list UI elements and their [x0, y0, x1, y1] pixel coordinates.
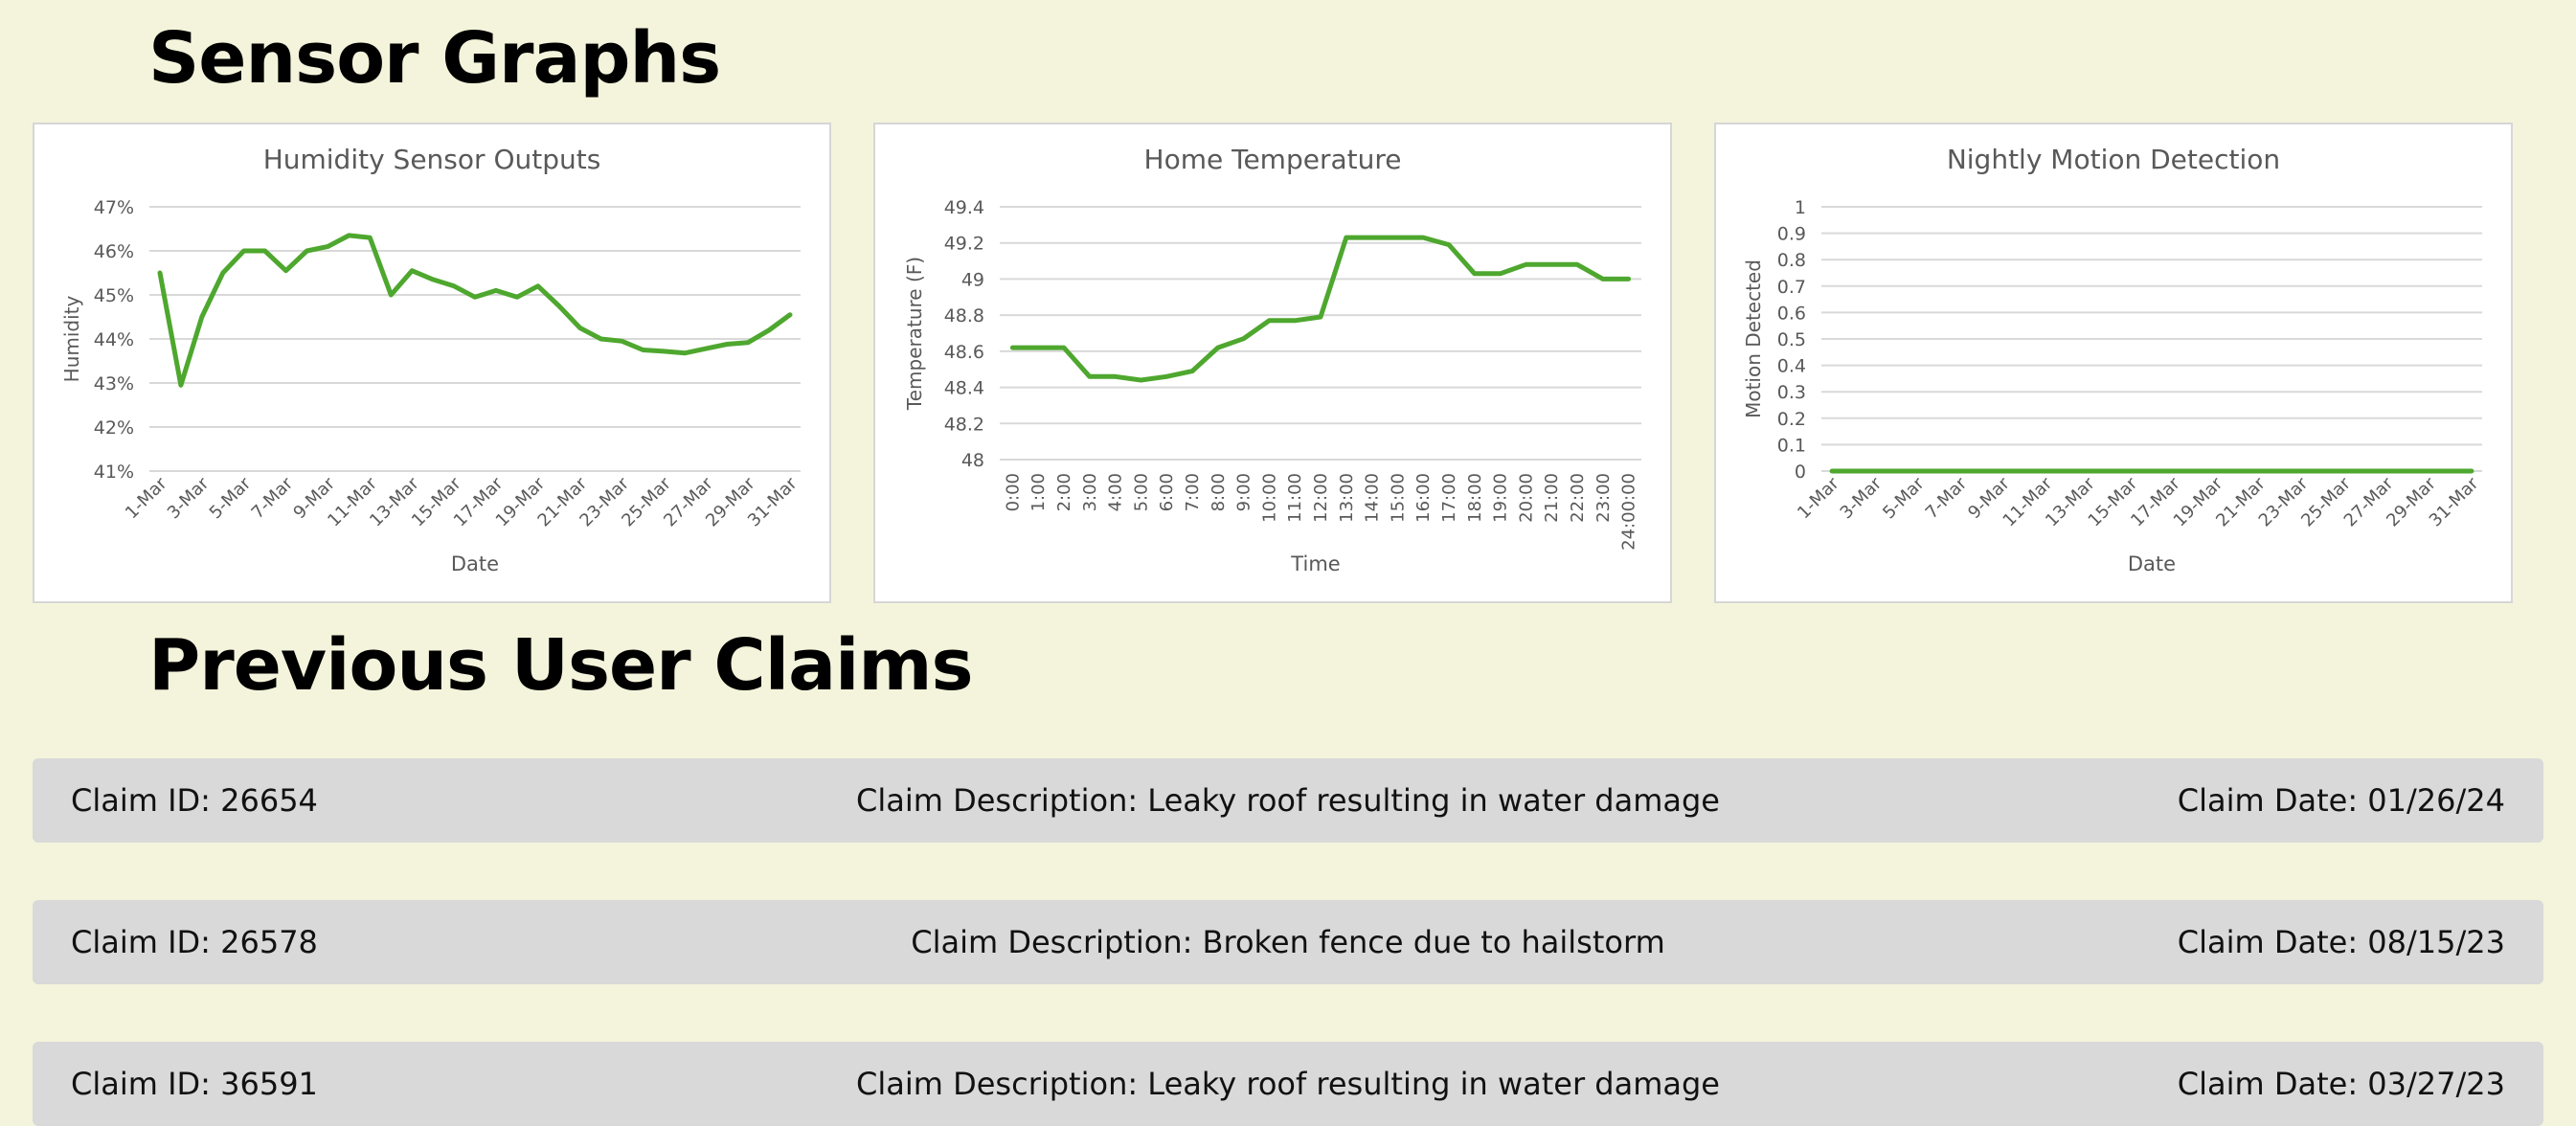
claim-date: Claim Date: 08/15/23: [2177, 924, 2505, 960]
y-axis-label: Temperature (F): [903, 257, 926, 411]
y-tick-label: 48.2: [944, 414, 984, 435]
claim-description: Claim Description: Broken fence due to h…: [911, 924, 1665, 960]
y-tick-label: 42%: [94, 417, 134, 439]
claim-description: Claim Description: Leaky roof resulting …: [856, 782, 1720, 819]
y-tick-label: 1: [1795, 197, 1806, 218]
y-tick-label: 0.9: [1777, 224, 1806, 245]
x-tick-label: 24:00:00: [1619, 473, 1639, 551]
claim-row[interactable]: Claim ID: 26578 Claim Description: Broke…: [33, 900, 2543, 984]
x-tick-label: 5-Mar: [1879, 473, 1929, 523]
claim-row[interactable]: Claim ID: 36591 Claim Description: Leaky…: [33, 1042, 2543, 1126]
x-tick-label: 10:00: [1259, 473, 1279, 523]
x-tick-label: 23:00: [1593, 473, 1614, 523]
x-tick-label: 14:00: [1363, 473, 1383, 523]
previous-claims-title: Previous User Claims: [148, 624, 974, 707]
y-tick-label: 0.5: [1777, 329, 1806, 350]
y-tick-label: 49.2: [944, 234, 984, 255]
y-axis-label: Humidity: [60, 295, 83, 382]
x-tick-label: 5-Mar: [206, 473, 256, 523]
x-tick-label: 4:00: [1106, 473, 1126, 511]
y-axis-label: Motion Detected: [1742, 259, 1765, 418]
y-tick-label: 0.2: [1777, 409, 1806, 430]
x-axis-label: Time: [1290, 552, 1340, 575]
sensor-graphs-title: Sensor Graphs: [148, 17, 721, 100]
motion-chart-card: Nightly Motion Detection 0 0.1 0.2 0.3 0.4 0.5…: [1714, 123, 2513, 603]
claim-date: Claim Date: 03/27/23: [2177, 1066, 2505, 1102]
claim-description: Claim Description: Leaky roof resulting …: [856, 1066, 1720, 1102]
x-axis-label: Date: [2128, 552, 2176, 575]
y-tick-label: 43%: [94, 373, 134, 394]
y-tick-label: 46%: [94, 241, 134, 262]
y-tick-label: 48: [961, 450, 984, 471]
y-tick-label: 45%: [94, 285, 134, 306]
x-tick-label: 3-Mar: [164, 473, 214, 523]
y-tick-label: 48.8: [944, 305, 984, 327]
chart-title: Humidity Sensor Outputs: [263, 144, 601, 175]
series-line: [1009, 235, 1632, 383]
claim-row[interactable]: Claim ID: 26654 Claim Description: Leaky…: [33, 758, 2543, 843]
y-tick-label: 0.6: [1777, 303, 1806, 324]
humidity-chart-card: Humidity Sensor Outputs 41% 42% 43% 44% 45% 46…: [33, 123, 831, 603]
y-tick-label: 0: [1795, 462, 1806, 483]
x-tick-label: 17:00: [1439, 473, 1459, 523]
x-tick-label: 11:00: [1285, 473, 1305, 523]
temperature-chart-card: Home Temperature 48 48.2 48.4 48.6 48.8 49 49.2…: [873, 123, 1672, 603]
y-tick-label: 47%: [94, 197, 134, 218]
y-tick-label: 0.7: [1777, 277, 1806, 298]
y-tick-label: 0.3: [1777, 382, 1806, 403]
x-tick-label: 20:00: [1516, 473, 1536, 523]
x-tick-label: 7-Mar: [248, 473, 298, 523]
motion-chart: Nightly Motion Detection 0 0.1 0.2 0.3 0.4 0.5…: [1742, 144, 2483, 575]
chart-title: Home Temperature: [1144, 144, 1402, 175]
x-tick-label: 6:00: [1157, 473, 1177, 511]
x-axis-label: Date: [451, 552, 499, 575]
temperature-chart: Home Temperature 48 48.2 48.4 48.6 48.8 49 49.2…: [903, 144, 1641, 575]
x-tick-label: 15:00: [1388, 473, 1408, 523]
x-tick-label: 2:00: [1054, 473, 1074, 511]
claim-id: Claim ID: 26578: [71, 924, 318, 960]
x-tick-label: 16:00: [1413, 473, 1434, 523]
x-tick-label: 9:00: [1234, 473, 1254, 511]
y-tick-label: 48.4: [944, 378, 984, 399]
y-tick-label: 0.1: [1777, 435, 1806, 456]
y-tick-label: 44%: [94, 329, 134, 350]
x-tick-label: 12:00: [1311, 473, 1331, 523]
x-tick-label: 0:00: [1003, 473, 1023, 511]
x-tick-label: 13:00: [1337, 473, 1357, 523]
y-tick-label: 48.6: [944, 342, 984, 363]
x-tick-label: 3-Mar: [1837, 473, 1887, 523]
claim-id: Claim ID: 36591: [71, 1066, 318, 1102]
x-tick-label: 19:00: [1491, 473, 1511, 523]
x-tick-label: 18:00: [1465, 473, 1485, 523]
claim-id: Claim ID: 26654: [71, 782, 318, 819]
series-line: [157, 233, 793, 388]
y-tick-label: 41%: [94, 462, 134, 483]
x-tick-label: 3:00: [1080, 473, 1100, 511]
x-tick-label: 21:00: [1542, 473, 1562, 523]
x-tick-label: 7-Mar: [1922, 473, 1972, 523]
x-tick-label: 31-Mar: [2426, 473, 2483, 530]
x-tick-label: 1:00: [1028, 473, 1049, 511]
x-tick-label: 22:00: [1568, 473, 1588, 523]
chart-title: Nightly Motion Detection: [1947, 144, 2280, 175]
claim-date: Claim Date: 01/26/24: [2177, 782, 2505, 819]
x-tick-label: 8:00: [1209, 473, 1229, 511]
x-tick-label: 7:00: [1183, 473, 1203, 511]
y-tick-label: 0.4: [1777, 356, 1806, 377]
y-tick-label: 49.4: [944, 197, 984, 218]
y-tick-label: 49: [961, 269, 984, 290]
x-tick-label: 5:00: [1131, 473, 1151, 511]
humidity-chart: Humidity Sensor Outputs 41% 42% 43% 44% 45% 46…: [60, 144, 802, 575]
y-tick-label: 0.8: [1777, 250, 1806, 271]
